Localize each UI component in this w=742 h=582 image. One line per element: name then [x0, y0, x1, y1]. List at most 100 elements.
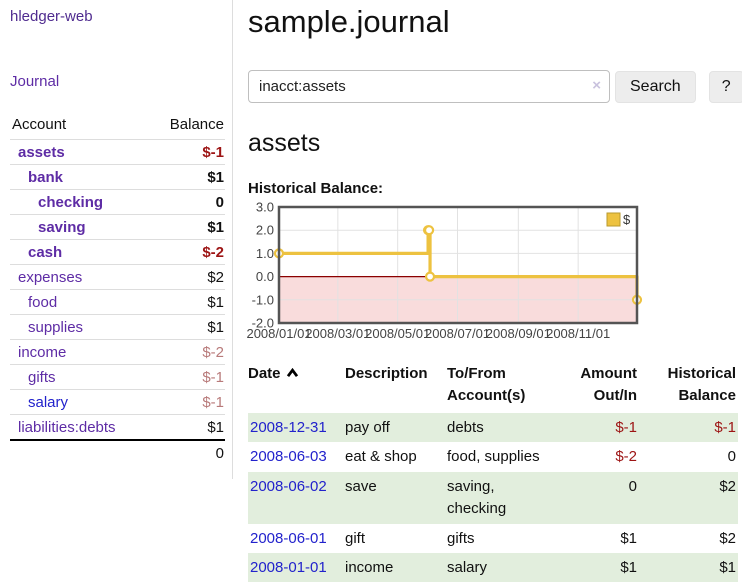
- account-row: expenses $2: [10, 264, 225, 290]
- column-header-date[interactable]: Date: [248, 360, 345, 413]
- register-row: 2008-12-31 pay off debts $-1 $-1: [248, 412, 738, 443]
- svg-text:$: $: [623, 212, 631, 227]
- account-balance: $-2: [149, 239, 225, 265]
- account-link-saving[interactable]: saving: [38, 218, 86, 236]
- svg-text:-2.0: -2.0: [252, 316, 274, 331]
- accounts-header-account: Account: [12, 116, 67, 133]
- account-row: checking 0: [10, 189, 225, 215]
- transaction-accounts: food, supplies: [447, 448, 540, 466]
- transaction-description: eat & shop: [345, 448, 417, 466]
- register-row: 2008-01-01 income salary $1 $1: [248, 553, 738, 582]
- account-row: salary $-1: [10, 389, 225, 415]
- account-row: income $-2: [10, 339, 225, 365]
- transaction-balance: $-1: [714, 418, 736, 436]
- svg-text:3.0: 3.0: [256, 200, 274, 215]
- account-balance: $-1: [149, 364, 225, 390]
- account-link-food[interactable]: food: [28, 293, 58, 311]
- account-link-income[interactable]: income: [18, 343, 67, 361]
- account-balance: $-1: [149, 389, 225, 415]
- column-header-balance[interactable]: Historical Balance: [667, 365, 736, 404]
- account-balance: $1: [149, 414, 225, 440]
- account-link-salary[interactable]: salary: [28, 393, 69, 411]
- accounts-header-balance: Balance: [169, 116, 224, 133]
- transaction-balance: 0: [727, 448, 736, 466]
- transaction-amount: $1: [620, 559, 637, 577]
- account-row: food $1: [10, 289, 225, 315]
- accounts-total-row: 0: [10, 439, 225, 465]
- transaction-description: save: [345, 478, 377, 495]
- account-link-bank[interactable]: bank: [28, 168, 64, 186]
- transaction-amount: $-2: [615, 448, 637, 466]
- chart-title: Historical Balance:: [248, 180, 384, 197]
- svg-text:2008/01/01: 2008/01/01: [246, 326, 311, 341]
- account-link-expenses[interactable]: expenses: [18, 268, 83, 286]
- account-balance: $-2: [149, 339, 225, 365]
- account-link-assets[interactable]: assets: [18, 143, 65, 161]
- transaction-balance: $2: [719, 529, 736, 547]
- transaction-description: gift: [345, 529, 366, 547]
- column-header-accounts[interactable]: To/From Account(s): [447, 365, 526, 404]
- account-link-cash[interactable]: cash: [28, 243, 63, 261]
- accounts-total-value: 0: [149, 439, 225, 465]
- svg-text:2008/05/01: 2008/05/01: [365, 326, 430, 341]
- brand-link[interactable]: hledger-web: [10, 8, 93, 25]
- account-row: liabilities:debts $1: [10, 414, 225, 440]
- transaction-date-link[interactable]: 2008-12-31: [250, 418, 327, 436]
- transaction-amount: 0: [628, 478, 637, 495]
- chart-legend: $: [606, 212, 631, 227]
- svg-text:1.0: 1.0: [256, 246, 274, 261]
- register-header-row: Date Description To/From Account(s) Amou…: [248, 360, 738, 413]
- transaction-amount: $-1: [615, 418, 637, 436]
- transaction-date-link[interactable]: 2008-06-02: [250, 478, 327, 495]
- transaction-description: pay off: [345, 418, 390, 436]
- account-link-supplies[interactable]: supplies: [28, 318, 84, 336]
- column-header-description[interactable]: Description: [345, 365, 428, 382]
- sort-ascending-icon: [286, 363, 299, 385]
- account-row: supplies $1: [10, 314, 225, 340]
- svg-text:2008/03/01: 2008/03/01: [305, 326, 370, 341]
- search-bar: × Search ?: [248, 70, 742, 103]
- transaction-date-link[interactable]: 2008-06-03: [250, 448, 327, 466]
- transaction-accounts: salary: [447, 559, 488, 577]
- search-input[interactable]: [248, 70, 610, 103]
- account-row: saving $1: [10, 214, 225, 240]
- account-link-gifts[interactable]: gifts: [28, 368, 56, 386]
- sidebar: hledger-web Journal Account Balance asse…: [0, 0, 233, 479]
- main-content: sample.journal × Search ? assets Histori…: [233, 0, 742, 582]
- transaction-balance: $1: [719, 559, 736, 577]
- account-balance: $1: [149, 164, 225, 190]
- svg-text:2008/07/01: 2008/07/01: [425, 326, 490, 341]
- nav-journal-link[interactable]: Journal: [10, 73, 60, 90]
- account-balance: $1: [149, 214, 225, 240]
- register-table: Date Description To/From Account(s) Amou…: [248, 360, 738, 582]
- transaction-accounts: debts: [447, 418, 484, 436]
- register-row: 2008-06-03 eat & shop food, supplies $-2…: [248, 442, 738, 472]
- svg-text:2008/11/01: 2008/11/01: [546, 326, 610, 341]
- historical-balance-chart: $3.0 2.0 1.0 0.0 -1.0 -2.0 2008/01/01 2008/03/0…: [246, 200, 643, 344]
- search-help-button[interactable]: ?: [708, 70, 742, 103]
- column-header-amount[interactable]: Amount Out/In: [580, 365, 637, 404]
- account-row: bank $1: [10, 164, 225, 190]
- accounts-table: Account Balance assets $-1 bank $1 check…: [10, 112, 225, 465]
- account-link-checking[interactable]: checking: [38, 193, 104, 211]
- svg-text:2008/09/01: 2008/09/01: [486, 326, 551, 341]
- account-link-liabilities-debts[interactable]: liabilities:debts: [18, 418, 116, 436]
- transaction-date-link[interactable]: 2008-06-01: [250, 529, 327, 547]
- account-row: assets $-1: [10, 139, 225, 165]
- account-heading: assets: [248, 129, 321, 157]
- account-balance: $-1: [149, 139, 225, 165]
- account-balance: 0: [149, 189, 225, 215]
- account-row: gifts $-1: [10, 364, 225, 390]
- svg-text:-1.0: -1.0: [252, 292, 274, 307]
- search-button[interactable]: Search: [615, 70, 696, 103]
- account-balance: $2: [149, 264, 225, 290]
- transaction-description: income: [345, 559, 394, 577]
- clear-search-icon[interactable]: ×: [592, 77, 601, 94]
- account-balance: $1: [149, 289, 225, 315]
- register-row: 2008-06-01 gift gifts $1 $2: [248, 524, 738, 554]
- transaction-date-link[interactable]: 2008-01-01: [250, 559, 327, 577]
- account-balance: $1: [149, 314, 225, 340]
- svg-text:2.0: 2.0: [256, 223, 274, 238]
- transaction-accounts: saving, checking: [447, 478, 507, 517]
